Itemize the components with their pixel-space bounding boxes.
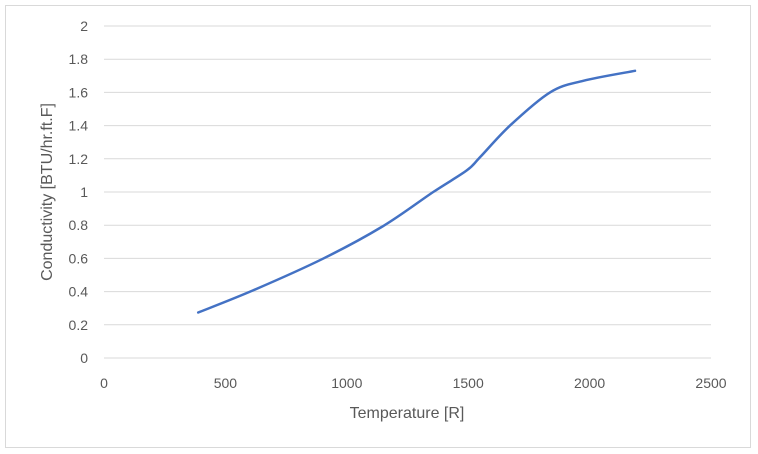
y-tick-label: 0 (80, 350, 88, 366)
y-tick-label: 1.2 (69, 151, 89, 167)
y-tick-label: 1.4 (69, 118, 89, 134)
y-tick-label: 0.6 (69, 250, 89, 266)
y-tick-label: 0.2 (69, 317, 89, 333)
chart-frame (5, 5, 751, 448)
y-axis-label: Conductivity [BTU/hr.ft.F] (39, 103, 56, 281)
x-tick-label: 2500 (695, 375, 726, 391)
x-tick-label: 1000 (331, 375, 362, 391)
series-line-conductivity (196, 69, 637, 314)
y-tick-label: 0.4 (69, 284, 89, 300)
x-tick-label: 0 (100, 375, 108, 391)
y-tick-label: 1.8 (69, 51, 89, 67)
y-tick-label: 2 (80, 18, 88, 34)
x-tick-label: 500 (214, 375, 238, 391)
y-tick-label: 1 (80, 184, 88, 200)
x-axis-label: Temperature [R] (350, 405, 465, 422)
x-tick-label: 2000 (574, 375, 605, 391)
y-tick-label: 1.6 (69, 84, 89, 100)
x-tick-label: 1500 (453, 375, 484, 391)
y-tick-label: 0.8 (69, 217, 89, 233)
